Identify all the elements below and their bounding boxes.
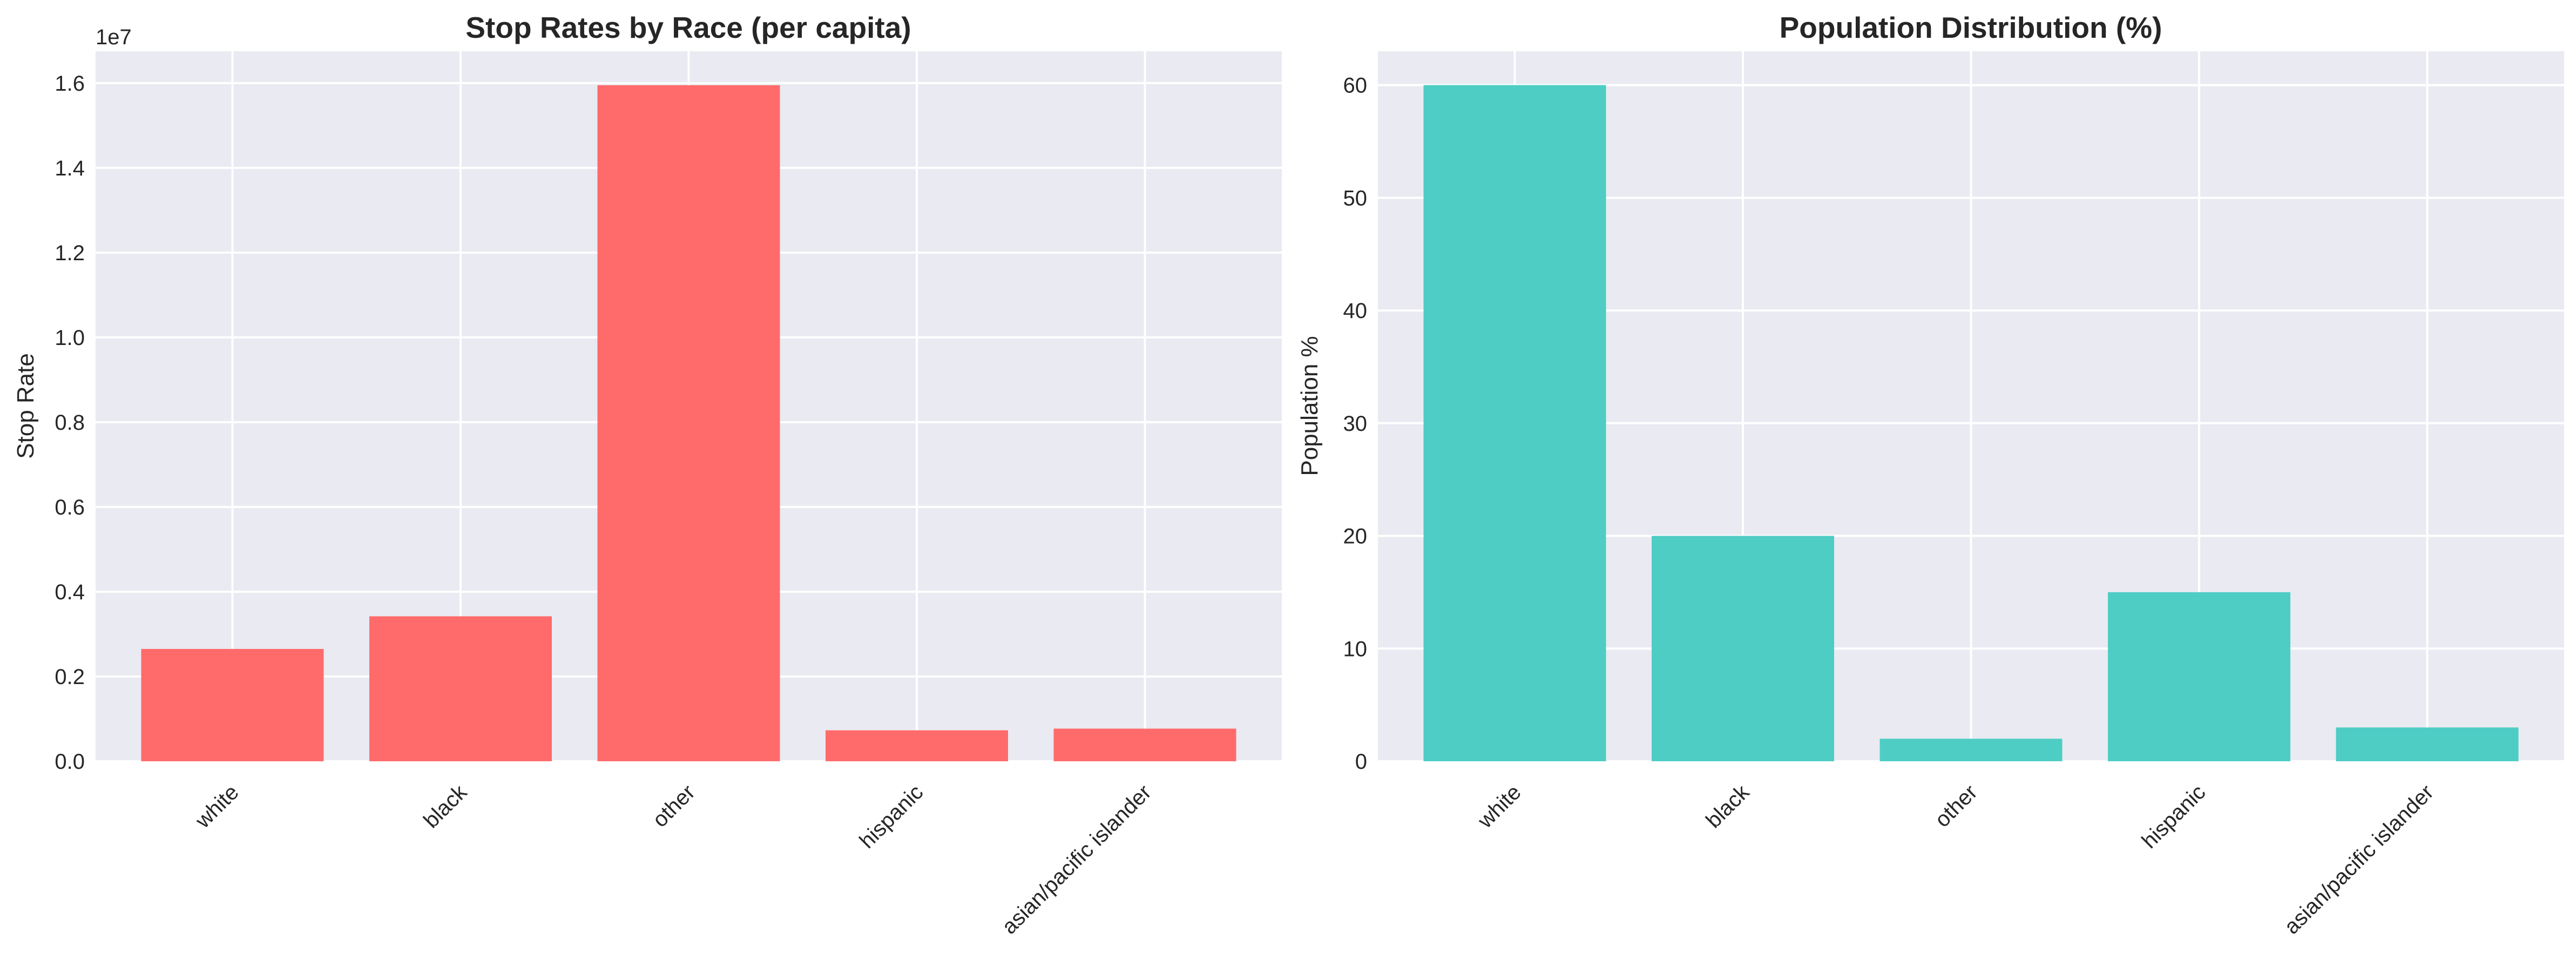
- y-tick-label: 0: [1355, 750, 1367, 774]
- y-tick-label: 1.2: [55, 241, 85, 265]
- x-tick-label: black: [419, 780, 472, 833]
- bars: [1423, 85, 2519, 762]
- y-tick-label: 10: [1343, 637, 1368, 661]
- bar-asian-pacific-islander: [2336, 727, 2519, 761]
- y-tick-label: 60: [1343, 74, 1368, 98]
- y-tick-label: 0.6: [55, 496, 85, 519]
- y-tick-label: 0.2: [55, 665, 85, 689]
- x-tick-label: other: [648, 780, 700, 832]
- stop-rates-chart: 0.0 0.2 0.4 0.6 0.8 1.0 1.2 1.4 1.6 white black ot…: [12, 11, 1282, 939]
- y-tick-label: 50: [1343, 186, 1368, 210]
- x-tick-labels: white black other hispanic asian/pacific isl…: [191, 780, 1156, 939]
- y-tick-label: 1.4: [55, 157, 85, 180]
- chart-title: Population Distribution (%): [1780, 11, 2162, 44]
- x-tick-label: white: [1473, 780, 1526, 833]
- y-tick-label: 0.4: [55, 580, 85, 604]
- bar-black: [369, 616, 552, 761]
- bars: [141, 85, 1236, 762]
- x-tick-label: asian/pacific islander: [997, 780, 1156, 939]
- y-axis-label: Stop Rate: [12, 353, 39, 459]
- y-offset-label: 1e7: [96, 25, 132, 49]
- bar-black: [1652, 536, 1834, 761]
- y-axis-label: Population %: [1296, 336, 1323, 476]
- y-tick-label: 0.0: [55, 750, 85, 774]
- bar-other: [597, 85, 780, 762]
- bar-white: [1423, 85, 1606, 762]
- y-tick-label: 0.8: [55, 411, 85, 435]
- y-tick-labels: 0 10 20 30 40 50 60: [1343, 74, 1368, 774]
- bar-hispanic: [826, 730, 1008, 761]
- x-tick-labels: white black other hispanic asian/pacific isl…: [1473, 780, 2438, 939]
- bar-hispanic: [2108, 592, 2290, 761]
- y-tick-label: 1.0: [55, 326, 85, 350]
- x-tick-label: white: [191, 780, 244, 833]
- bar-white: [141, 648, 324, 761]
- x-tick-label: other: [1930, 780, 1982, 832]
- y-tick-label: 20: [1343, 525, 1368, 549]
- y-tick-label: 40: [1343, 299, 1368, 323]
- x-tick-label: asian/pacific islander: [2280, 780, 2438, 939]
- x-tick-label: black: [1701, 780, 1754, 833]
- population-chart: 0 10 20 30 40 50 60 white black other hispanic asi…: [1296, 11, 2564, 939]
- x-tick-label: hispanic: [2137, 780, 2210, 853]
- bar-asian-pacific-islander: [1053, 728, 1236, 761]
- y-tick-labels: 0.0 0.2 0.4 0.6 0.8 1.0 1.2 1.4 1.6: [55, 72, 85, 774]
- y-tick-label: 1.6: [55, 72, 85, 96]
- y-tick-label: 30: [1343, 412, 1368, 436]
- x-tick-label: hispanic: [855, 780, 928, 853]
- chart-title: Stop Rates by Race (per capita): [465, 11, 911, 44]
- bar-other: [1879, 739, 2063, 761]
